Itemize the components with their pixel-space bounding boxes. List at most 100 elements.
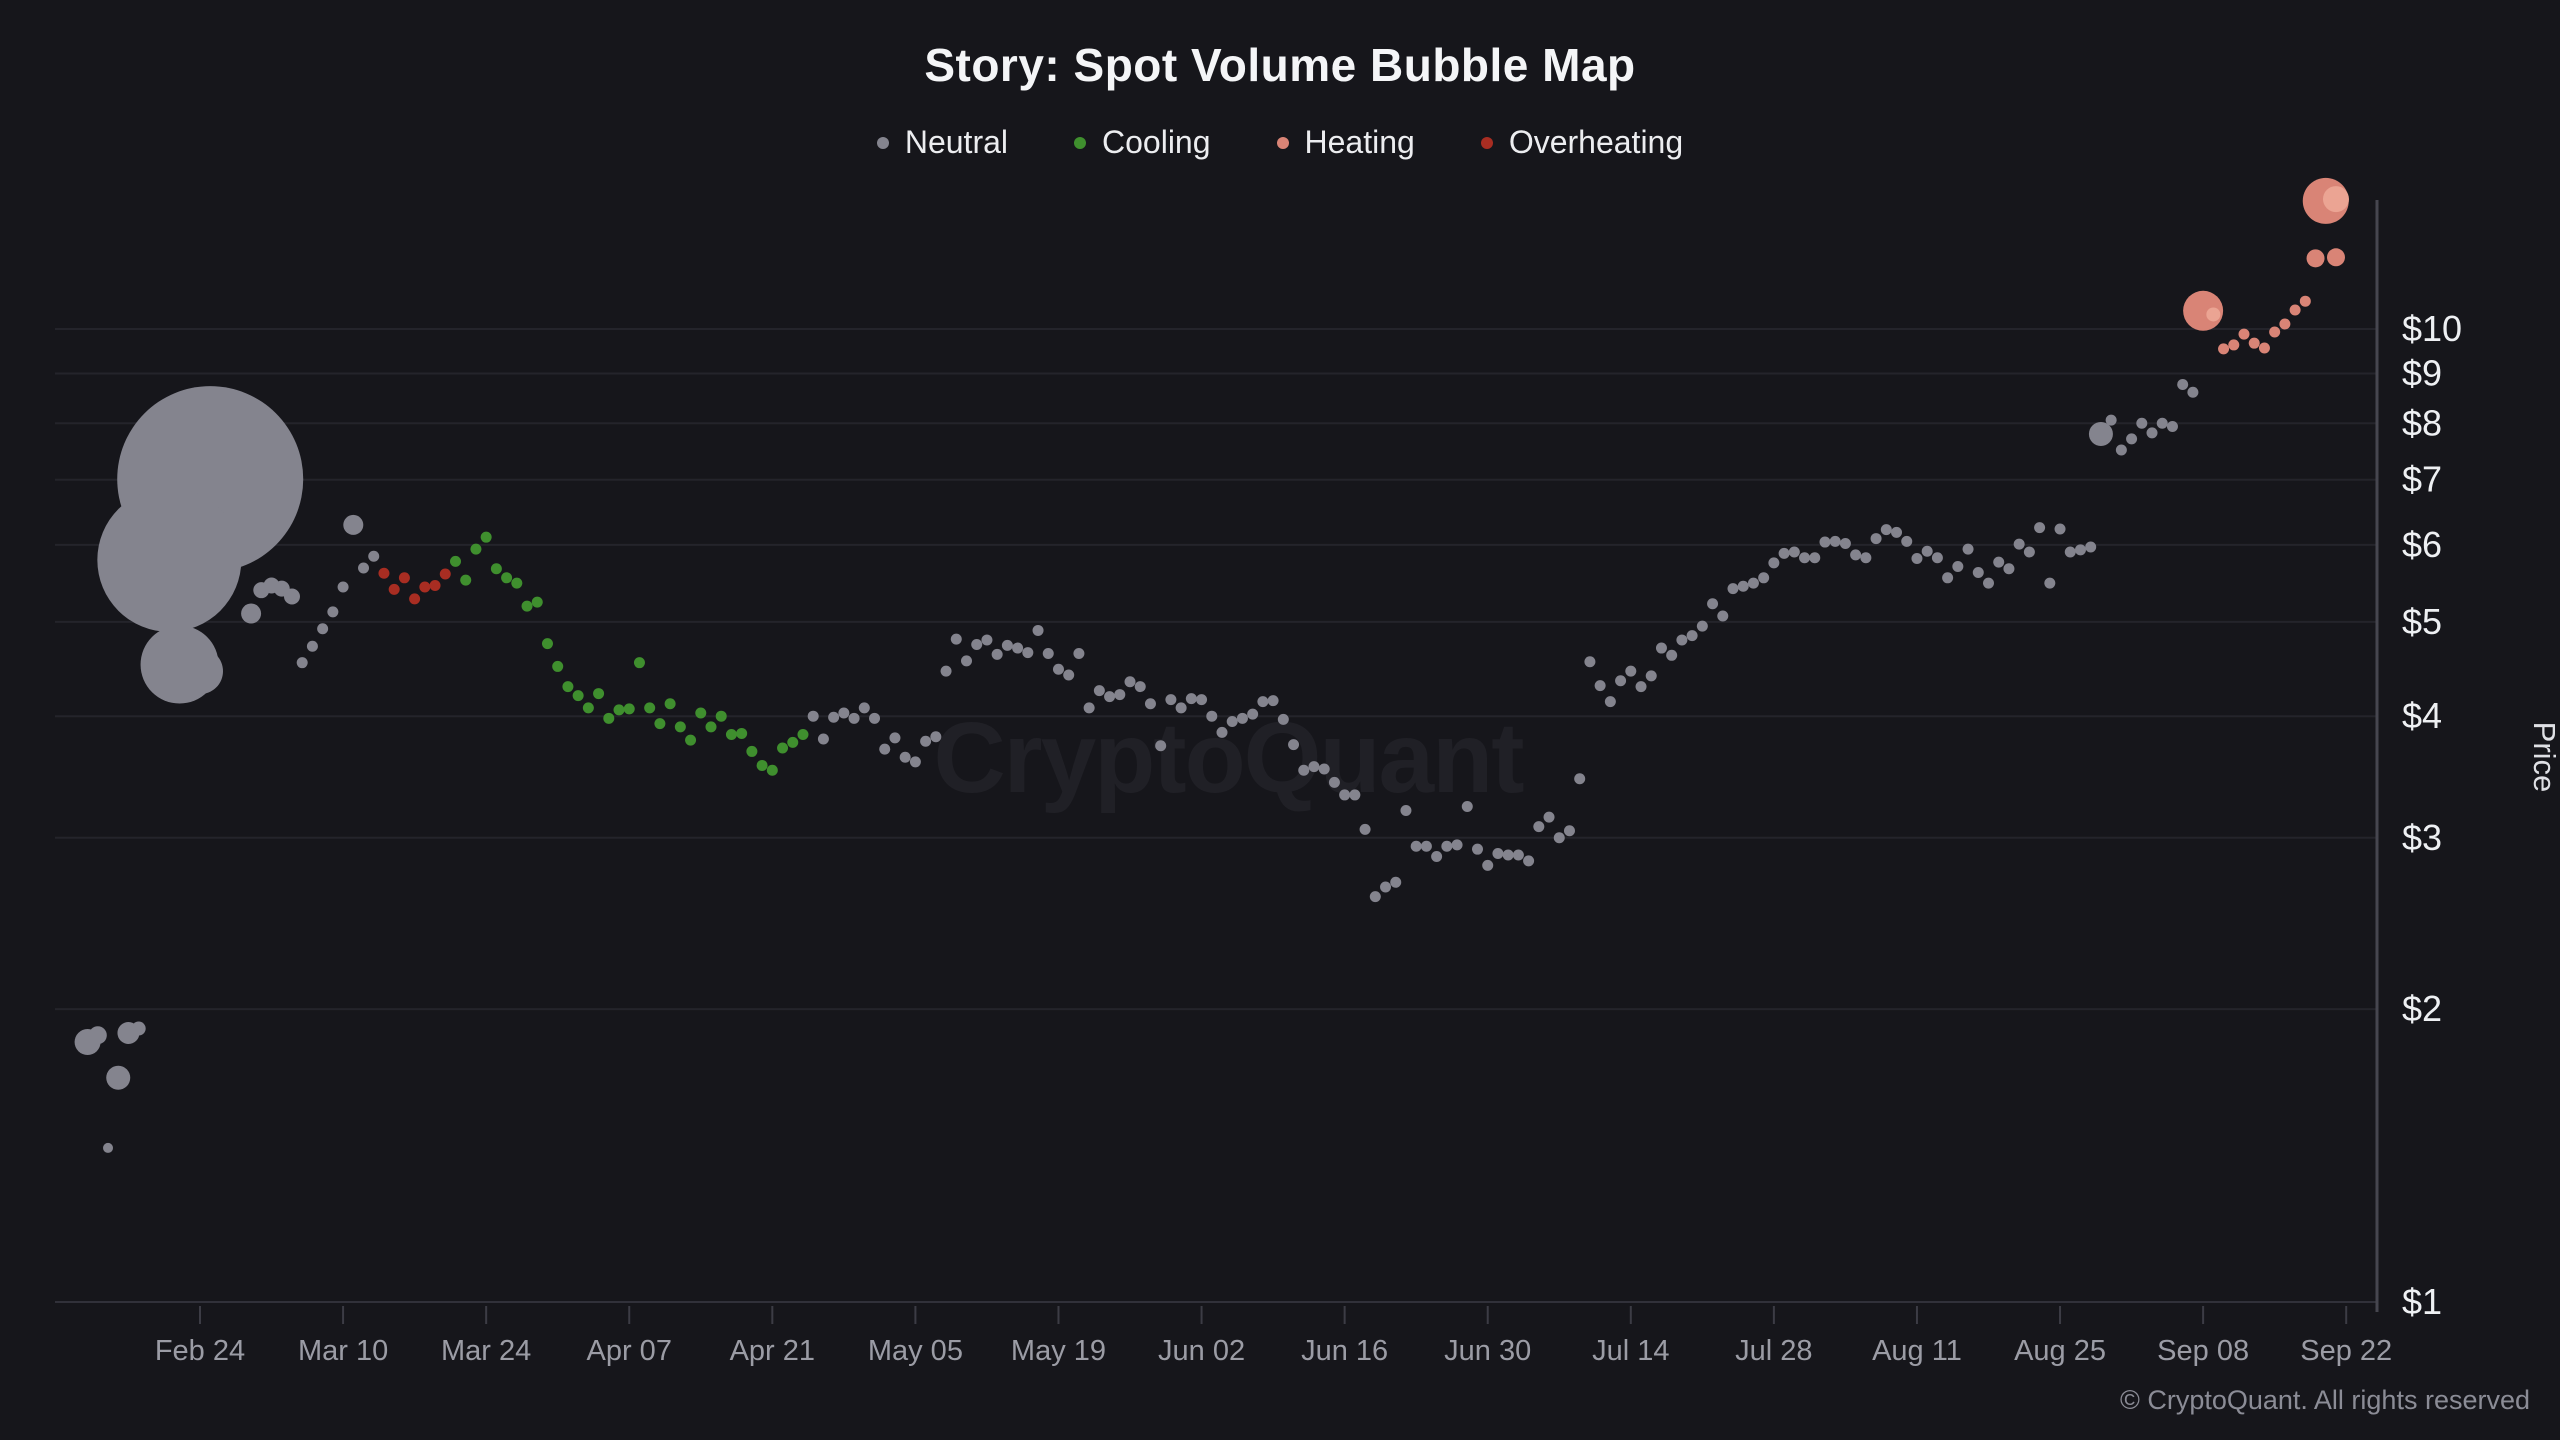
bubble-neutral <box>1083 702 1095 714</box>
legend-item-cooling[interactable]: Cooling <box>1074 124 1211 161</box>
bubble-neutral <box>940 665 952 677</box>
bubble-neutral <box>2003 563 2015 575</box>
bubble-neutral <box>1175 702 1187 714</box>
bubble-cooling <box>541 638 553 650</box>
bubble-neutral <box>1144 698 1156 710</box>
bubble-neutral <box>1533 821 1545 833</box>
bubble-neutral <box>2054 523 2066 535</box>
bubble-neutral <box>1931 552 1943 564</box>
bubble-neutral <box>317 623 329 635</box>
bubble-cooling <box>756 759 768 771</box>
bubble-neutral <box>889 732 901 744</box>
bubble-neutral <box>1206 710 1218 722</box>
bubble-cooling <box>480 531 492 543</box>
bubble-neutral <box>1236 712 1248 724</box>
bubble-neutral <box>2115 444 2127 456</box>
bubble-neutral <box>2187 386 2199 398</box>
bubble-neutral <box>920 735 932 747</box>
bubble-neutral <box>1512 849 1524 861</box>
bubble-heating <box>2218 343 2230 355</box>
bubble-neutral <box>1472 843 1483 855</box>
bubble-neutral <box>1788 546 1800 558</box>
bubble-cooling <box>736 727 748 739</box>
bubble-neutral <box>1993 556 2005 568</box>
bubble-neutral <box>1451 839 1463 851</box>
y-tick-label: $10 <box>2402 308 2462 349</box>
bubble-cooling <box>674 721 686 733</box>
bubble-neutral <box>1308 761 1320 773</box>
bubble-neutral <box>1686 630 1698 642</box>
legend-dot-icon <box>1276 136 1289 149</box>
bubble-cooling <box>521 600 533 612</box>
bubble-neutral <box>1063 669 1075 681</box>
bubble-neutral <box>961 655 972 667</box>
bubble-neutral <box>368 550 380 562</box>
bubble-cooling <box>715 710 727 722</box>
bubble-neutral <box>1298 764 1310 776</box>
y-tick-label: $9 <box>2402 353 2442 394</box>
y-tick-label: $6 <box>2402 524 2442 565</box>
y-axis-title: Price <box>2527 722 2560 793</box>
bubble-neutral <box>1196 694 1208 706</box>
bubble-neutral <box>1267 695 1279 707</box>
bubble-neutral <box>241 603 262 624</box>
legend: Neutral Cooling Heating Overheating <box>0 124 2560 161</box>
bubble-neutral <box>1134 681 1146 693</box>
x-tick-label: May 05 <box>868 1335 963 1367</box>
page-title: Story: Spot Volume Bubble Map <box>924 39 1636 91</box>
y-tick-label: $5 <box>2402 601 2442 642</box>
bubble-neutral <box>1870 533 1882 545</box>
legend-item-overheating[interactable]: Overheating <box>1480 124 1684 161</box>
bubble-neutral <box>1431 850 1443 862</box>
legend-label: Overheating <box>1508 124 1684 160</box>
bubble-neutral <box>879 743 891 755</box>
bubble-neutral <box>1247 708 1259 720</box>
bubble-overheating <box>409 593 421 605</box>
bubble-neutral <box>1799 552 1811 564</box>
bubble-overheating <box>429 579 441 591</box>
bubble-neutral <box>838 707 850 719</box>
bubble-neutral <box>2136 417 2148 429</box>
legend-label: Heating <box>1304 124 1415 160</box>
bubble-neutral <box>1891 526 1903 538</box>
bubble-neutral <box>1707 598 1719 610</box>
bubble-overheating <box>378 567 390 579</box>
bubble-neutral <box>858 702 870 714</box>
bubble-neutral <box>1860 552 1872 564</box>
bubble-neutral <box>869 712 881 724</box>
bubble-neutral <box>1185 693 1197 705</box>
bubble-cooling <box>695 707 707 719</box>
y-tick-label: $2 <box>2402 988 2442 1029</box>
bubble-neutral <box>1441 840 1453 852</box>
bubble-overheating <box>439 568 451 580</box>
bubble-neutral <box>1972 567 1984 579</box>
legend-item-heating[interactable]: Heating <box>1276 124 1415 161</box>
x-tick-label: Mar 24 <box>441 1335 531 1367</box>
bubble-neutral <box>1676 634 1688 646</box>
x-tick-label: Jul 14 <box>1592 1335 1669 1367</box>
bubble-neutral <box>2105 414 2117 426</box>
bubble-cooling <box>777 742 789 754</box>
bubble-neutral <box>1543 811 1555 823</box>
legend-item-neutral[interactable]: Neutral <box>876 124 1008 161</box>
bubble-cooling <box>562 681 574 693</box>
bubble-neutral <box>1768 557 1780 569</box>
bubble-neutral <box>1492 848 1504 860</box>
bubble-neutral <box>358 562 370 574</box>
bubble-neutral <box>1819 536 1831 548</box>
bubble-neutral <box>131 1021 146 1036</box>
bubble-neutral <box>1747 577 1759 589</box>
bubble-neutral <box>306 640 318 652</box>
x-tick-label: Jun 02 <box>1158 1335 1245 1367</box>
bubble-neutral <box>817 733 829 745</box>
bubble-neutral <box>1563 825 1575 837</box>
bubble-neutral <box>1257 696 1269 708</box>
bubble-neutral <box>909 756 921 768</box>
bubble-neutral <box>1339 789 1351 801</box>
bubble-neutral <box>2074 544 2086 556</box>
bubble-neutral <box>1952 561 1964 573</box>
x-tick-label: Jun 16 <box>1301 1335 1388 1367</box>
bubble-neutral <box>950 633 962 645</box>
bubble-neutral <box>2013 538 2025 550</box>
